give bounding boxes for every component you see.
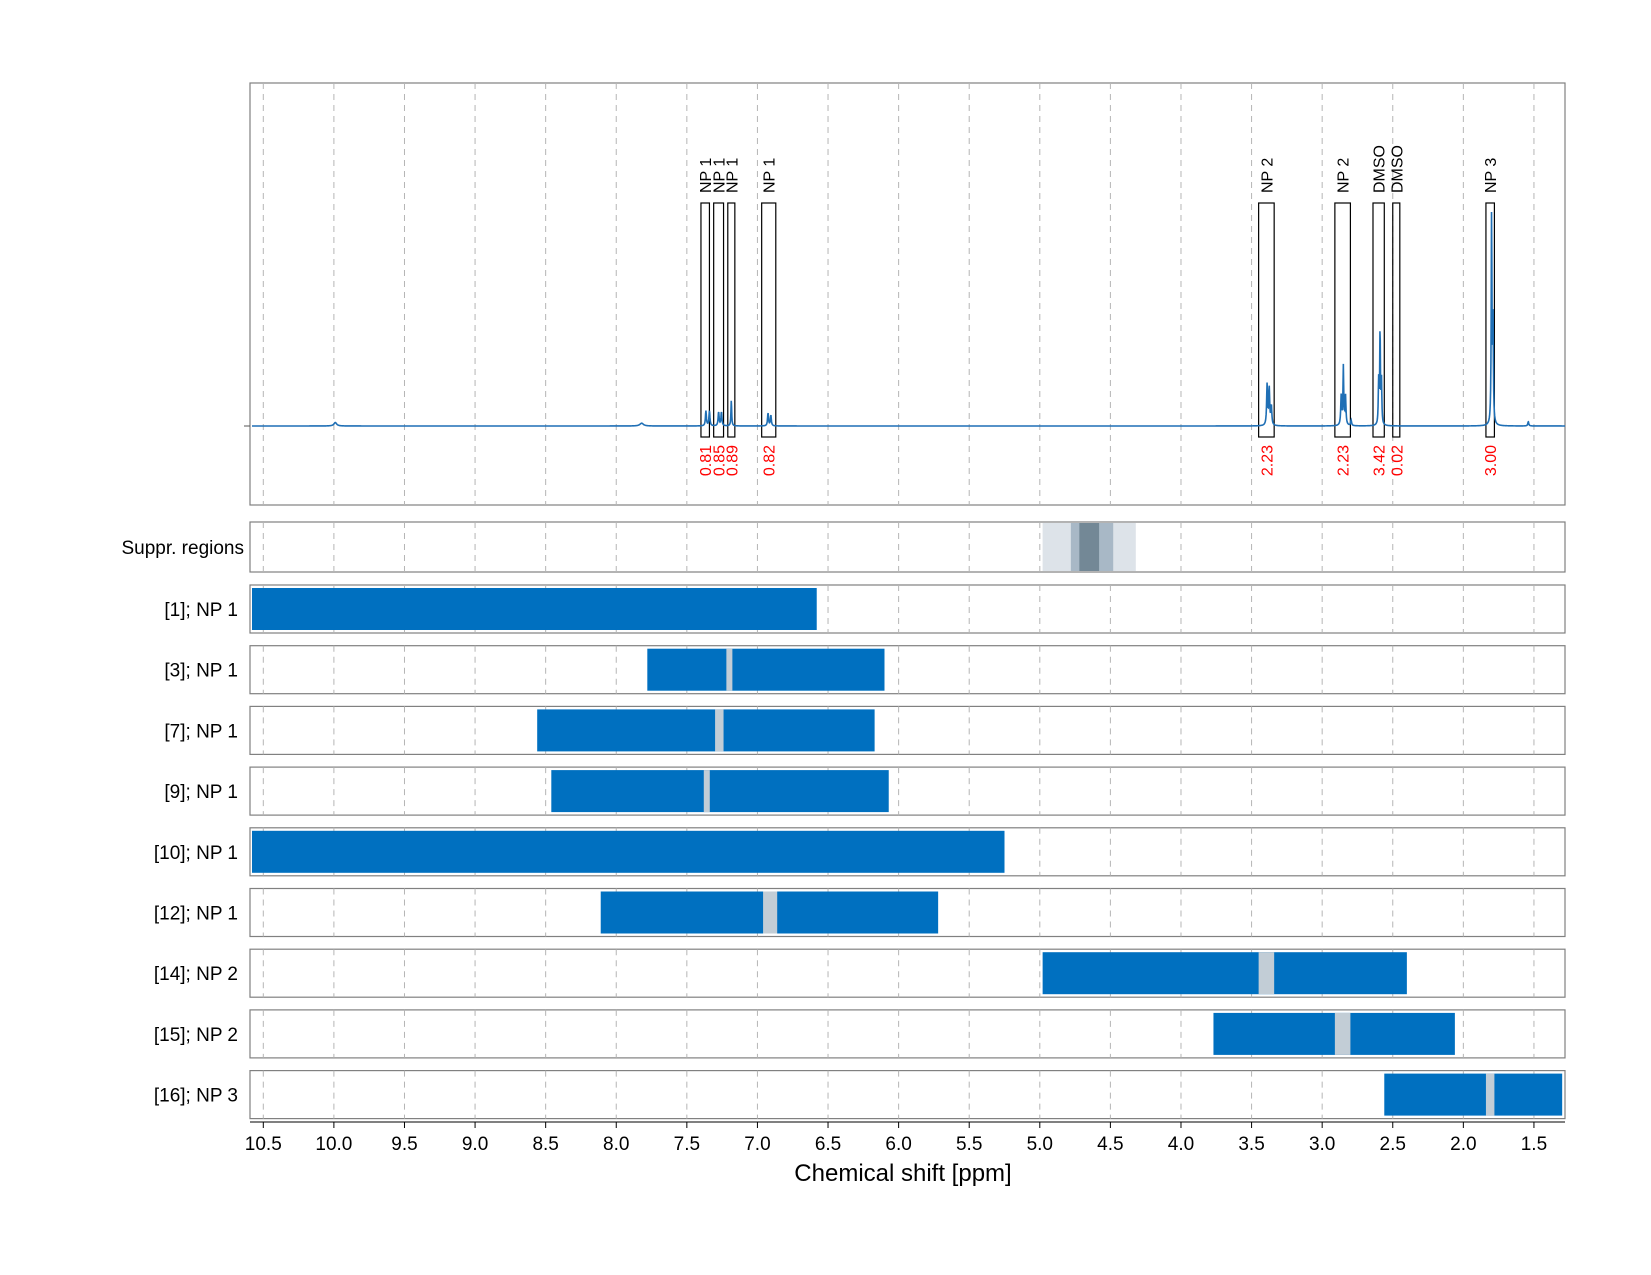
integral-value: 3.00 [1483,445,1500,476]
x-tick-label: 3.0 [1309,1134,1335,1155]
integral-value: 0.82 [762,445,779,476]
region-label: NP 1 [762,158,779,193]
integral-value: 0.02 [1389,445,1406,476]
x-tick-label: 2.5 [1380,1134,1406,1155]
region-label: NP 1 [698,158,715,193]
x-tick-label: 7.0 [744,1134,770,1155]
x-tick-label: 6.5 [815,1134,841,1155]
x-tick-label: 9.5 [391,1134,417,1155]
integration-box [1485,202,1496,438]
integration-box [700,202,711,438]
signal-track-label: [7]; NP 1 [164,721,238,742]
x-tick-label: 5.0 [1027,1134,1053,1155]
integral-value: 3.42 [1372,445,1389,476]
integration-box [1392,202,1401,438]
region-label: DMSO [1372,145,1389,193]
tracks-panel: Suppr. regions [1]; NP 1 [3]; NP 1 [7]; NP … [121,521,1566,1120]
x-tick-label: 10.0 [315,1134,352,1155]
x-tick-label: 10.5 [245,1134,282,1155]
signal-bar [252,588,817,630]
x-tick-label: 5.5 [956,1134,982,1155]
x-tick-label: 4.0 [1168,1134,1194,1155]
signal-track-label: [9]; NP 1 [164,782,238,803]
signal-track-label: [15]; NP 2 [154,1025,238,1046]
suppression-track-frame [249,521,1566,573]
signal-track-label: [14]; NP 2 [154,964,238,985]
integration-box [1334,202,1352,438]
signal-track-frame [249,705,1566,756]
signal-bar [1213,1012,1455,1055]
signal-gap [1334,1012,1351,1055]
signal-bar [537,709,875,752]
region-label: NP 1 [724,158,741,193]
signal-bar [647,648,885,691]
x-tick-label: 8.5 [532,1134,558,1155]
integration-box [1258,202,1275,438]
spectrum-frame [249,82,1566,506]
x-tick-label: 7.5 [674,1134,700,1155]
suppression-band [1079,523,1100,571]
x-tick-label: 2.0 [1450,1134,1476,1155]
x-tick-label: 8.0 [603,1134,629,1155]
integral-value: 0.81 [698,445,715,476]
signal-bar [1384,1073,1563,1116]
x-tick-label: 1.5 [1521,1134,1547,1155]
integral-value: 2.23 [1336,445,1353,476]
region-label: DMSO [1389,145,1406,193]
signal-track-label: [12]; NP 1 [154,904,238,925]
region-label: NP 1 [712,158,729,193]
integral-value: 0.85 [712,445,729,476]
spectrum-trace [252,212,1565,427]
integration-box [727,202,736,438]
signal-track-label: [10]; NP 1 [154,843,238,864]
integral-value: 2.23 [1259,445,1276,476]
signal-gap [763,891,778,934]
integration-box [761,202,777,438]
integration-box [1372,202,1385,438]
signal-gap [726,648,733,691]
spectrum-panel: NP 1 0.81 NP 1 0.85 NP 1 0.89 NP 1 0.82 NP 2 2.23… [244,82,1566,506]
x-axis-label: Chemical shift [ppm] [794,1160,1011,1187]
signal-bar [252,830,1005,873]
x-tick-label: 9.0 [462,1134,488,1155]
signal-gap [1485,1073,1495,1116]
signal-track-frame [249,766,1566,816]
region-label: NP 2 [1259,158,1276,193]
signal-gap [1258,952,1275,995]
x-tick-label: 6.0 [885,1134,911,1155]
region-label: NP 2 [1336,158,1353,193]
signal-gap [703,770,710,813]
x-tick-label: 4.5 [1097,1134,1123,1155]
signal-track-label: [1]; NP 1 [164,600,238,621]
region-label: NP 3 [1483,158,1500,193]
suppression-track-label: Suppr. regions [121,538,244,559]
signal-bar [551,770,889,813]
integration-box [713,202,725,438]
signal-track-label: [3]; NP 1 [164,661,238,682]
x-tick-label: 3.5 [1238,1134,1264,1155]
signal-track-frame [249,1069,1566,1120]
signal-gap [715,709,724,752]
signal-bar [1042,952,1407,995]
signal-track-frame [249,645,1566,695]
x-axis: 10.5 10.0 9.5 9.0 8.5 8.0 7.5 7.0 6.5 6.0 5.5 5.0 4.… [245,1121,1565,1155]
signal-track-label: [16]; NP 3 [154,1086,238,1107]
integral-value: 0.89 [724,445,741,476]
